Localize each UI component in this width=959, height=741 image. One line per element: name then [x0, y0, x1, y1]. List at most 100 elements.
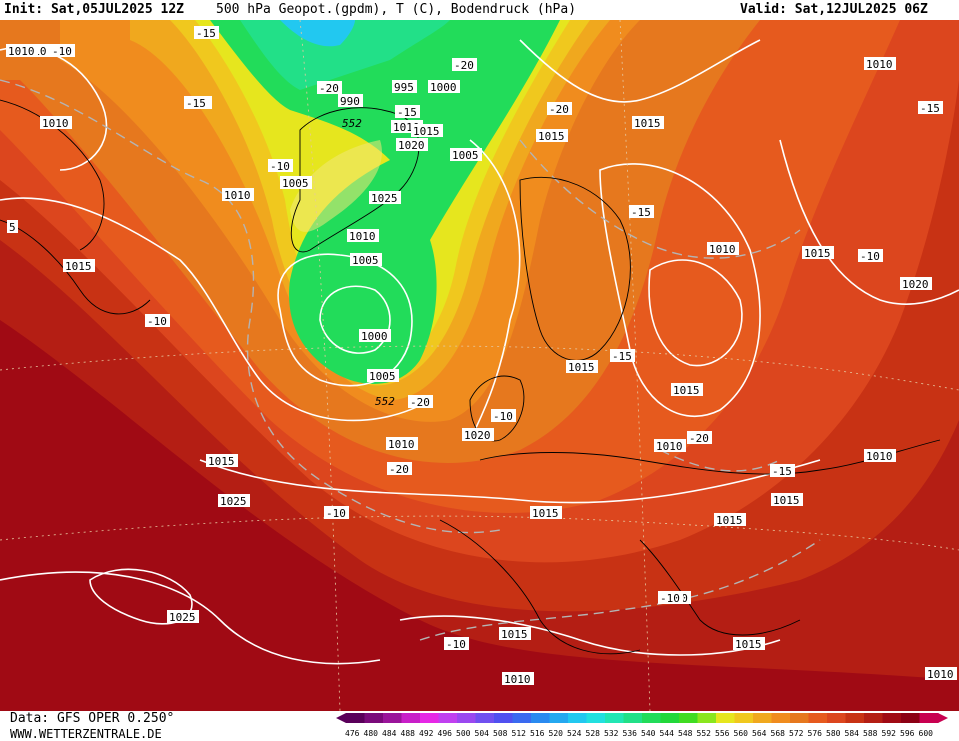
colorbar-swatch	[623, 713, 643, 723]
pressure-label-text: 1010	[656, 440, 683, 453]
temperature-label-box	[610, 349, 635, 362]
temperature-label-box	[687, 431, 712, 444]
temperature-label-text: -20	[319, 82, 339, 95]
temperature-label-text: -15	[186, 97, 206, 110]
data-source: Data: GFS OPER 0.250°	[10, 711, 175, 726]
colorbar-swatch	[568, 713, 587, 723]
pressure-label: 1005	[280, 176, 312, 190]
pressure-label-box	[6, 44, 38, 57]
pressure-label-box	[218, 494, 250, 507]
pressure-label-box	[359, 329, 391, 342]
temperature-label: -10	[491, 409, 516, 423]
colorbar-swatch	[753, 713, 772, 723]
pressure-label-text: 1010	[42, 117, 69, 130]
pressure-label-text: 1005	[352, 254, 379, 267]
pressure-label: 1005	[367, 369, 399, 383]
colorbar-swatch	[549, 713, 569, 723]
pressure-label: 1015	[566, 360, 598, 374]
colorbar-tick-label: 544	[660, 729, 675, 738]
temperature-label-text: -10	[147, 315, 167, 328]
pressure-label-text: 1020	[398, 139, 425, 152]
temperature-label: -10	[268, 159, 293, 173]
colorbar-swatch	[605, 713, 624, 723]
pressure-label: 1025	[218, 494, 250, 508]
pressure-label: 1000	[428, 80, 460, 94]
pressure-label-box	[369, 191, 401, 204]
map-header: Init: Sat,05JUL2025 12Z 500 hPa Geopot.(…	[0, 0, 959, 20]
pressure-label-box	[864, 57, 896, 70]
colorbar-swatch	[512, 713, 532, 723]
pressure-label-box	[864, 449, 896, 462]
temperature-label-box	[658, 591, 683, 604]
pressure-label-text: 1010	[388, 438, 415, 451]
colorbar-tick-label: 484	[382, 729, 397, 738]
geopot-labels: 552 552	[342, 117, 395, 408]
colorbar-swatch	[346, 713, 365, 723]
colorbar-swatch	[808, 713, 828, 723]
colorbar-tick-label: 576	[808, 729, 823, 738]
pressure-label: 1010	[864, 57, 896, 71]
pressure-label-text: 1010	[709, 243, 736, 256]
pressure-label-box	[502, 672, 534, 685]
temperature-label-text: -15	[397, 106, 417, 119]
temperature-label: -15	[395, 105, 420, 119]
colorbar-tick-label: 512	[512, 729, 527, 738]
colorbar-tick-label: 564	[752, 729, 767, 738]
temperature-label-box	[629, 205, 654, 218]
pressure-label-box	[280, 176, 312, 189]
colorbar-tick-label: 572	[789, 729, 804, 738]
colorbar-tick-label: 480	[364, 729, 379, 738]
edge-label-text: 5	[9, 221, 16, 234]
pressure-label-text: 1005	[452, 149, 479, 162]
pressure-label: 1010	[347, 229, 379, 243]
temperature-label: -20	[687, 431, 712, 445]
pressure-label: 1010	[386, 437, 418, 451]
colorbar-tick-label: 508	[493, 729, 508, 738]
temperature-label-box	[395, 105, 420, 118]
edge-label-box	[7, 220, 18, 233]
pressure-label-box	[350, 253, 382, 266]
pressure-label: 1015	[771, 493, 803, 507]
pressure-label-box	[392, 80, 417, 93]
pressure-label-box	[222, 188, 254, 201]
temperature-label-box	[324, 506, 349, 519]
colorbar-swatch	[401, 713, 421, 723]
pressure-label: 1010	[6, 44, 38, 58]
colorbar-tick-label: 536	[623, 729, 638, 738]
colorbar-tick-label: 588	[863, 729, 878, 738]
colorbar-right-arrow	[938, 713, 948, 723]
pressure-label-text: 1010	[927, 668, 954, 681]
temperature-label-box	[491, 409, 516, 422]
pressure-label-box	[771, 493, 803, 506]
colorbar-swatch	[660, 713, 680, 723]
temperature-label-text: -10	[860, 250, 880, 263]
pressure-label: 1015	[536, 129, 568, 143]
colorbar-tick-label: 504	[475, 729, 490, 738]
pressure-label-box	[671, 383, 703, 396]
pressure-label-text: 1015	[773, 494, 800, 507]
temperature-label-box	[145, 314, 170, 327]
geopot-label: 552	[375, 395, 395, 408]
pressure-label: 1015	[733, 637, 765, 651]
temperature-label-box	[918, 101, 943, 114]
pressure-label-text: 1015	[568, 361, 595, 374]
pressure-label-box	[396, 138, 428, 151]
colorbar-tick-label: 496	[438, 729, 453, 738]
pressure-label-text: 1015	[413, 125, 440, 138]
temperature-label: -10	[444, 637, 469, 651]
colorbar-swatch	[882, 713, 902, 723]
temperature-label-text: -20	[389, 463, 409, 476]
pressure-label-text: 1015	[673, 384, 700, 397]
temperature-label-text: -10	[52, 45, 72, 58]
colorbar-tick-label: 552	[697, 729, 712, 738]
temperature-label-box	[452, 58, 477, 71]
colorbar-tick-label: 524	[567, 729, 582, 738]
temperature-label: -15	[194, 26, 219, 40]
pressure-label-box	[462, 428, 494, 441]
temperature-label: -10	[145, 314, 170, 328]
pressure-label-text: 990	[340, 95, 360, 108]
temperature-label: -15	[184, 96, 209, 110]
pressure-label: 1010	[864, 449, 896, 463]
colorbar-swatch	[790, 713, 809, 723]
temperature-label: -20	[547, 102, 572, 116]
